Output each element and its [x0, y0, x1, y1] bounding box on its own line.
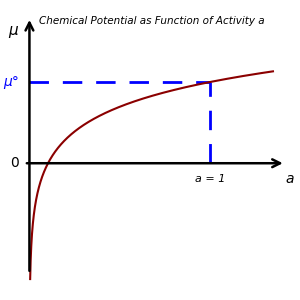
Text: 0: 0 [11, 156, 20, 170]
Text: Chemical Potential as Function of Activity a: Chemical Potential as Function of Activi… [39, 16, 265, 26]
Text: a: a [285, 172, 293, 187]
Text: a = 1: a = 1 [195, 175, 225, 184]
Text: μ: μ [8, 22, 18, 38]
Text: μ°: μ° [4, 75, 19, 89]
